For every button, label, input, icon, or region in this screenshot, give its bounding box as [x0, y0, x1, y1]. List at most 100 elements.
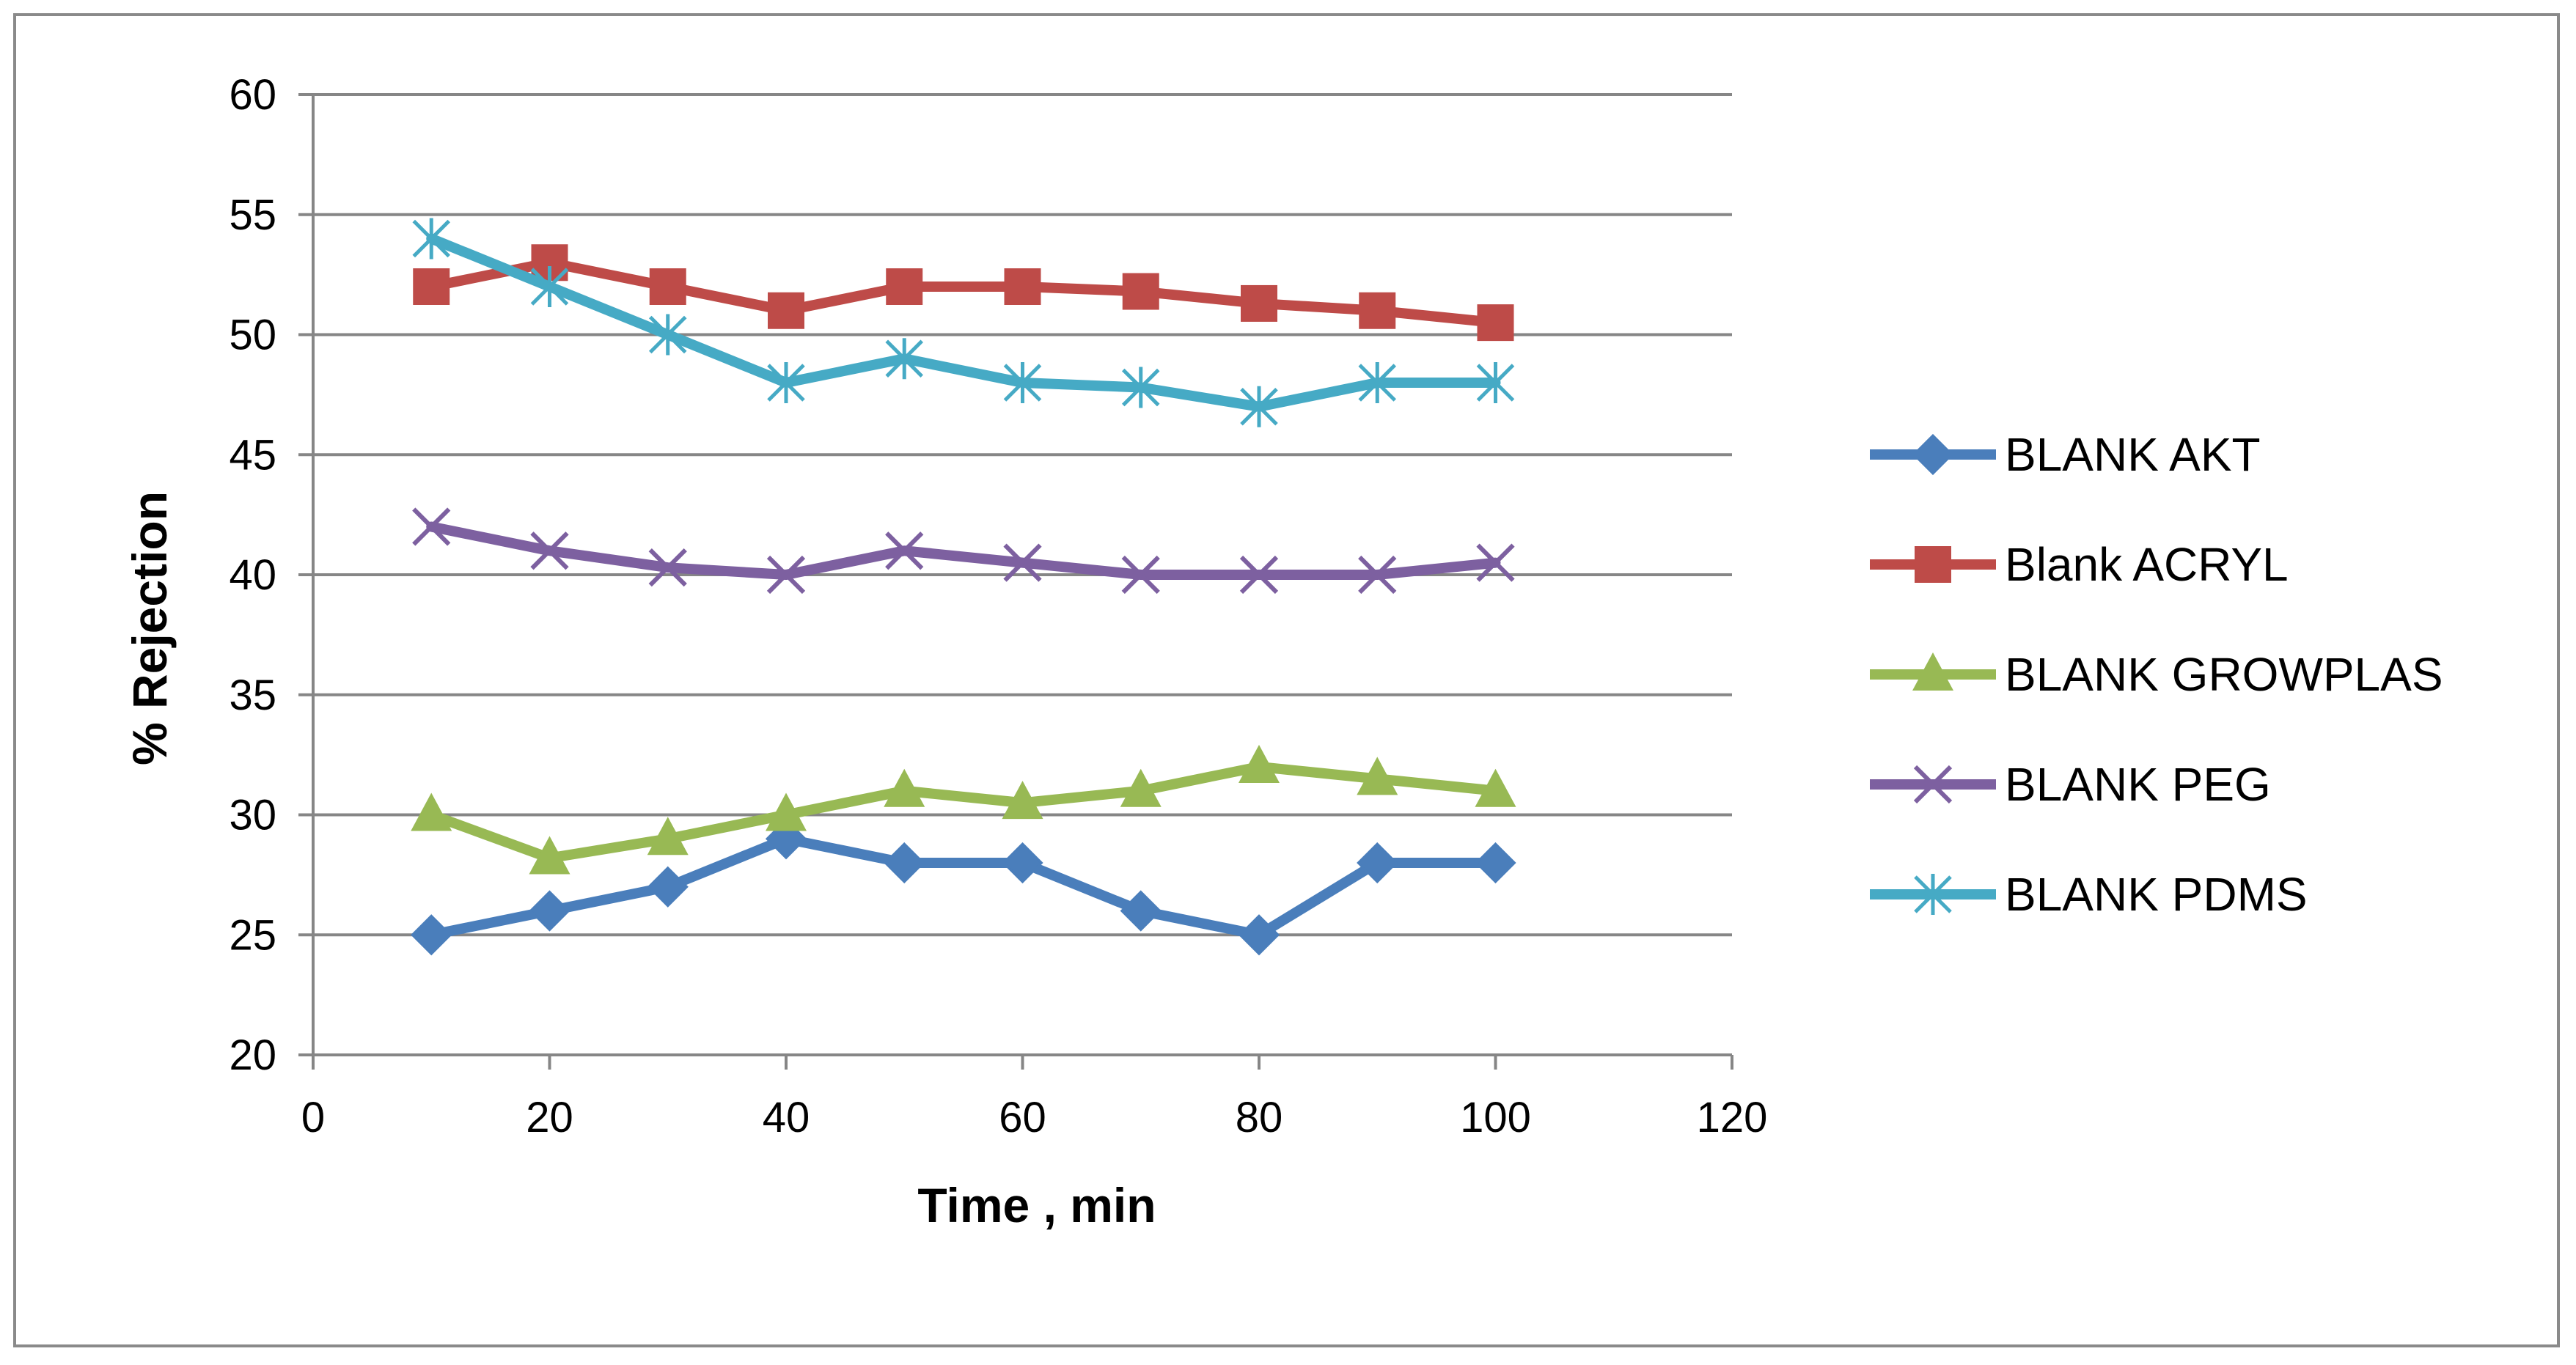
data-point — [1120, 768, 1162, 807]
legend: BLANK AKT Blank ACRYL BLANK GROWPLAS BLANK … — [1870, 428, 2443, 921]
legend-item: Blank ACRYL — [1870, 538, 2289, 591]
marker-stroke — [1239, 555, 1279, 595]
x-tick-label: 20 — [526, 1094, 573, 1141]
data-point — [767, 362, 805, 403]
data-point — [1357, 842, 1398, 884]
data-point — [1004, 268, 1041, 305]
marker-stroke — [1358, 555, 1397, 595]
data-point — [1238, 914, 1280, 956]
legend-marker — [1913, 765, 1953, 804]
data-point — [766, 792, 807, 831]
marker-stroke — [766, 555, 806, 595]
data-point — [1120, 890, 1162, 932]
data-point — [884, 842, 925, 884]
data-point — [529, 890, 570, 932]
data-point — [529, 836, 570, 875]
marker-stroke — [530, 531, 569, 570]
data-point — [648, 314, 687, 356]
data-point — [1241, 284, 1277, 322]
data-point — [649, 268, 686, 305]
data-point — [647, 817, 689, 856]
x-tick-labels: 0 20 40 60 80 100 120 — [301, 1094, 1768, 1141]
data-point — [1002, 842, 1043, 884]
chart-frame: 20 25 30 35 40 45 50 55 60 0 20 40 60 80 100 120 % Rej… — [13, 13, 2560, 1347]
legend-label: BLANK AKT — [2005, 428, 2261, 481]
data-point — [1476, 543, 1515, 582]
marker-stroke — [1476, 543, 1515, 582]
marker-stroke — [1003, 543, 1042, 582]
data-point — [647, 866, 689, 908]
y-tick-label: 25 — [229, 911, 276, 959]
data-point — [885, 531, 924, 570]
data-point — [412, 507, 451, 546]
data-point — [1239, 745, 1280, 783]
series-blank-pdms — [412, 218, 1515, 427]
data-point — [1476, 362, 1515, 403]
y-tick-label: 60 — [229, 71, 276, 119]
data-point — [1121, 367, 1160, 408]
marker-stroke — [412, 507, 451, 546]
legend-marker — [1912, 652, 1953, 691]
x-tick-label: 80 — [1236, 1094, 1283, 1141]
series-line — [426, 521, 1501, 580]
data-point — [1003, 543, 1042, 582]
data-point — [1475, 842, 1516, 884]
x-axis-title: Time , min — [917, 1178, 1156, 1232]
data-point — [884, 768, 925, 807]
gridlines — [313, 93, 1732, 937]
data-point — [1122, 273, 1159, 310]
x-tick-label: 60 — [999, 1094, 1046, 1141]
legend-item: BLANK PDMS — [1870, 868, 2308, 921]
data-point — [886, 268, 923, 305]
y-tick-labels: 20 25 30 35 40 45 50 55 60 — [229, 71, 276, 1079]
data-point — [1477, 304, 1514, 342]
chart: 20 25 30 35 40 45 50 55 60 0 20 40 60 80 100 120 % Rej… — [122, 71, 2443, 1232]
series-line — [426, 233, 1501, 412]
legend-label: BLANK PDMS — [2005, 868, 2308, 921]
data-point — [885, 338, 924, 380]
data-point — [768, 292, 804, 329]
data-point — [530, 266, 569, 307]
legend-item: BLANK PEG — [1870, 758, 2271, 811]
legend-label: Blank ACRYL — [2005, 538, 2289, 591]
series-blank-growplas — [411, 745, 1516, 875]
series-blank-akt — [411, 818, 1516, 956]
data-point — [766, 555, 806, 595]
y-tick-label: 50 — [229, 312, 276, 359]
legend-marker — [1914, 874, 1952, 915]
data-point — [1002, 781, 1043, 820]
y-tick-label: 40 — [229, 551, 276, 599]
marker-stroke — [1913, 765, 1953, 804]
data-point — [1358, 555, 1397, 595]
data-point — [1121, 555, 1160, 595]
axes — [298, 93, 1733, 1070]
series-blank-peg — [412, 507, 1515, 595]
y-tick-label: 35 — [229, 672, 276, 719]
y-tick-label: 45 — [229, 431, 276, 479]
x-tick-label: 100 — [1460, 1094, 1531, 1141]
data-point — [648, 548, 687, 587]
legend-marker — [1912, 433, 1954, 476]
data-point — [1358, 362, 1397, 403]
series-blank-acryl — [413, 244, 1514, 342]
marker-stroke — [885, 531, 924, 570]
marker-stroke — [648, 548, 687, 587]
legend-marker — [1915, 546, 1951, 583]
y-tick-label: 55 — [229, 191, 276, 239]
data-point — [1239, 555, 1279, 595]
legend-label: BLANK PEG — [2005, 758, 2271, 811]
series-line — [426, 762, 1501, 864]
data-point — [1240, 386, 1278, 427]
data-point — [1475, 768, 1516, 807]
data-point — [411, 914, 452, 956]
data-point — [1357, 757, 1398, 795]
legend-item: BLANK GROWPLAS — [1870, 648, 2443, 701]
y-tick-label: 20 — [229, 1031, 276, 1079]
data-point — [412, 218, 451, 260]
x-tick-label: 0 — [301, 1094, 325, 1141]
x-tick-label: 120 — [1697, 1094, 1768, 1141]
data-point — [411, 792, 452, 831]
marker-stroke — [1121, 555, 1160, 595]
x-tick-label: 40 — [763, 1094, 810, 1141]
data-point — [1003, 362, 1042, 403]
